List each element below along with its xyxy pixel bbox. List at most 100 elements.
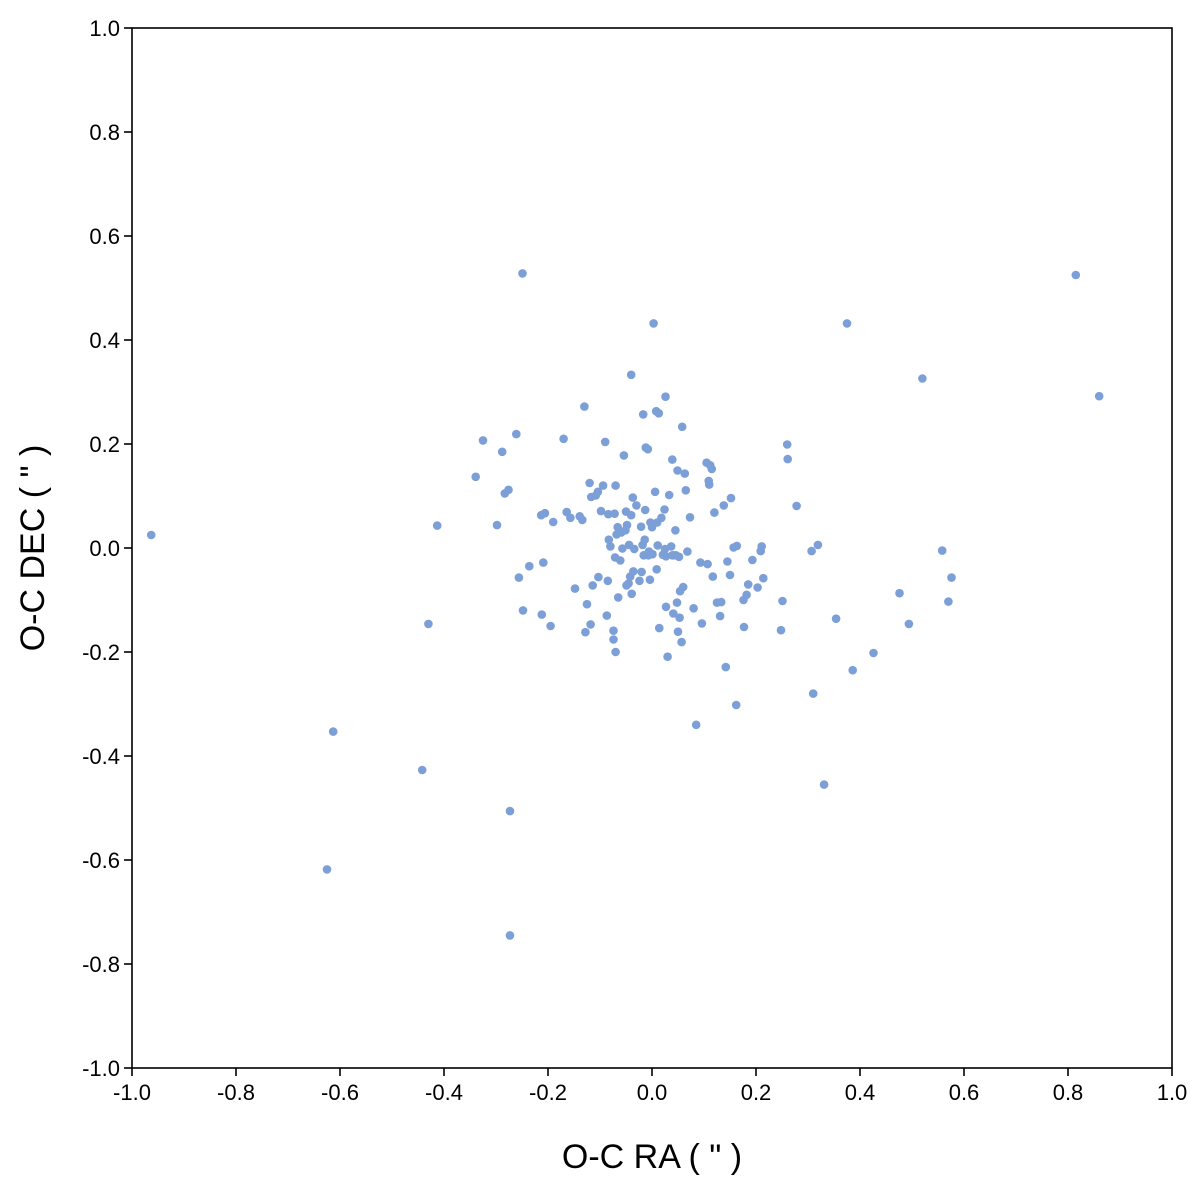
data-point (618, 544, 627, 553)
data-point (602, 611, 612, 620)
data-point (673, 627, 683, 636)
data-point (661, 552, 671, 561)
data-point (645, 575, 655, 584)
data-point (731, 700, 741, 710)
data-point (626, 370, 636, 380)
data-point (322, 865, 332, 874)
data-point (598, 481, 608, 490)
data-point (697, 619, 707, 628)
data-point (674, 552, 684, 562)
data-point (512, 429, 521, 439)
data-point (610, 509, 619, 518)
x-tick-label: -0.6 (321, 1080, 359, 1105)
data-point (471, 472, 481, 482)
data-point (719, 501, 729, 510)
data-point (604, 535, 614, 544)
data-point (518, 606, 528, 615)
x-tick-label: 0.8 (1053, 1080, 1084, 1105)
data-point (848, 665, 857, 675)
data-point (504, 485, 513, 495)
data-point (808, 689, 818, 698)
data-point (696, 558, 705, 567)
data-point (518, 269, 527, 278)
data-point (707, 464, 717, 474)
data-point (630, 544, 639, 554)
data-point (603, 576, 613, 586)
data-point (947, 573, 956, 582)
data-point (842, 319, 852, 328)
y-tick-label: 1.0 (89, 16, 120, 41)
y-tick-labels: 1.0 0.8 0.6 0.4 0.2 0.0 -0.2 -0.4 -0.6 -0.8 -1.0 (82, 16, 120, 1081)
data-point (710, 508, 719, 517)
data-point (742, 590, 751, 600)
data-point (716, 597, 726, 607)
data-point (640, 505, 650, 515)
data-point (636, 522, 646, 531)
data-point (432, 521, 442, 530)
data-point (673, 466, 682, 475)
data-point (725, 570, 735, 580)
data-point (904, 619, 914, 629)
data-point (807, 546, 816, 556)
data-point (417, 765, 427, 775)
plot-area-frame (131, 27, 1173, 1069)
y-tick-label: -0.4 (82, 744, 120, 769)
data-point (831, 614, 841, 623)
y-tick-label: 0.2 (89, 432, 120, 457)
data-point (604, 509, 613, 519)
data-point (657, 513, 666, 523)
data-point (146, 530, 156, 540)
data-point (626, 510, 636, 520)
x-tick-label: -0.4 (425, 1080, 463, 1105)
data-point (732, 541, 742, 551)
data-point (596, 506, 606, 516)
data-point (611, 481, 620, 490)
data-point (497, 447, 507, 457)
data-point (478, 436, 488, 445)
data-point (581, 627, 590, 637)
data-point (609, 635, 618, 644)
data-point (600, 437, 610, 447)
data-point (715, 611, 725, 621)
data-point (654, 409, 664, 418)
axis-ticks (124, 27, 1173, 1076)
data-point (585, 478, 594, 488)
data-point (640, 535, 649, 544)
data-point (757, 542, 766, 551)
data-point (540, 508, 550, 518)
data-point (748, 555, 757, 565)
data-point (721, 662, 731, 672)
data-point (619, 451, 629, 460)
data-point (685, 513, 695, 522)
data-point (782, 440, 792, 449)
x-axis-title: O-C RA ( " ) (562, 1138, 742, 1176)
x-tick-label: -0.2 (529, 1080, 567, 1105)
data-point (609, 626, 618, 635)
data-point (653, 541, 662, 550)
data-point (664, 490, 674, 500)
data-point (570, 584, 580, 593)
data-point (666, 542, 676, 551)
data-point (681, 486, 691, 495)
data-point (650, 487, 660, 497)
data-point (582, 599, 592, 609)
y-tick-label: 0.0 (89, 536, 120, 561)
x-tick-label: 0.4 (845, 1080, 876, 1105)
data-point (649, 319, 658, 328)
data-point (1071, 270, 1081, 280)
data-point (704, 480, 714, 489)
data-point (708, 572, 718, 581)
data-point (588, 581, 597, 590)
y-tick-label: -0.2 (82, 640, 120, 665)
data-point (778, 596, 787, 606)
data-point (638, 410, 648, 419)
data-point (635, 576, 644, 586)
data-point (546, 621, 555, 631)
x-tick-label: -1.0 (113, 1080, 151, 1105)
x-tick-label: 0.0 (637, 1080, 668, 1105)
data-point (661, 602, 671, 612)
data-point (680, 469, 690, 478)
data-point (739, 622, 749, 632)
data-point (723, 557, 732, 566)
